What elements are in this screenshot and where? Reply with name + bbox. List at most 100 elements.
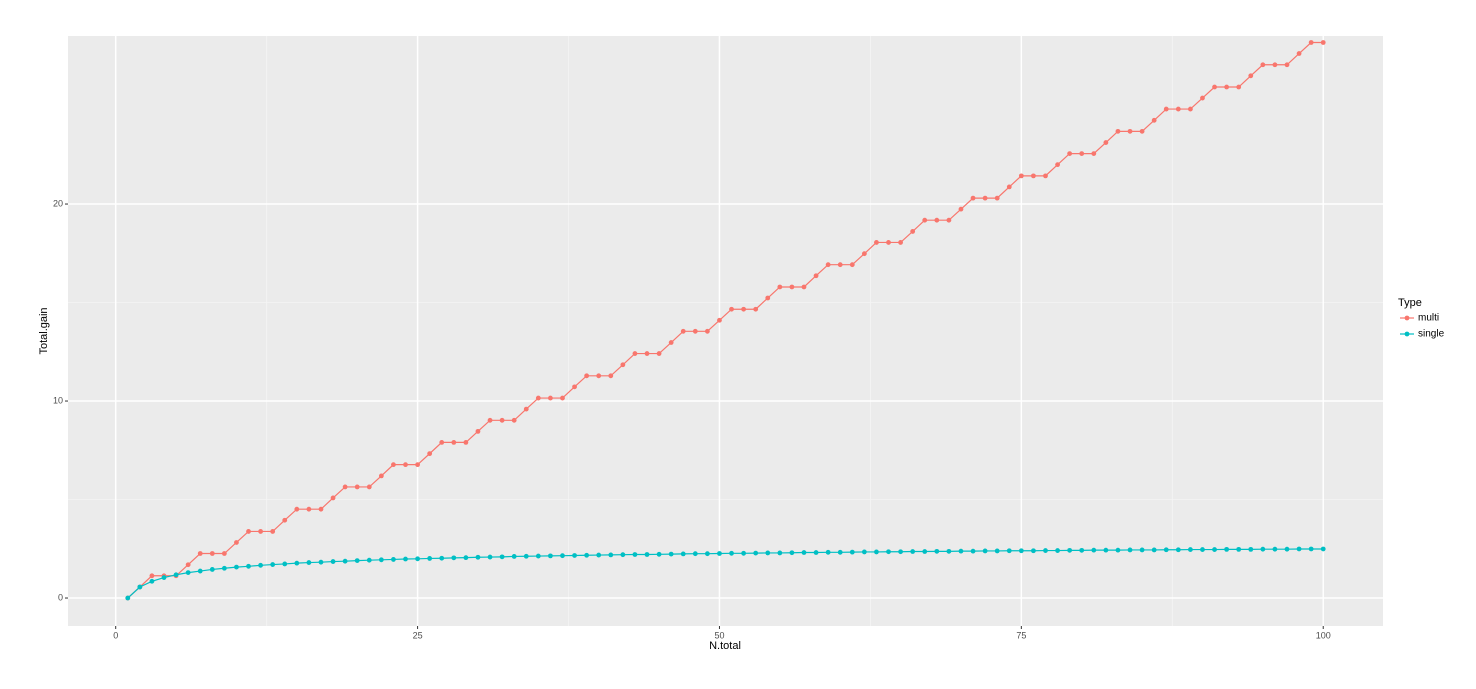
point [970, 548, 976, 554]
point [1175, 106, 1181, 112]
point [849, 262, 855, 268]
point [270, 529, 276, 534]
point [427, 556, 433, 561]
point [632, 552, 638, 557]
point [535, 553, 541, 559]
point [886, 240, 891, 245]
point [1127, 128, 1133, 134]
point [970, 195, 976, 201]
point [1187, 106, 1193, 112]
point [765, 295, 771, 301]
x-tick-label: 0 [113, 630, 118, 640]
point [608, 373, 614, 379]
point [1175, 547, 1181, 553]
point [1031, 173, 1036, 179]
point [861, 549, 867, 555]
point [1103, 140, 1109, 145]
point [982, 195, 988, 201]
point [1308, 40, 1314, 45]
point [958, 548, 964, 554]
point [548, 553, 553, 559]
point [644, 552, 650, 557]
point [584, 373, 590, 379]
point [209, 567, 215, 572]
point [511, 554, 517, 559]
x-tick-label: 100 [1316, 630, 1331, 640]
point [1200, 95, 1205, 101]
point [1043, 548, 1048, 553]
x-tick-label: 25 [413, 630, 423, 640]
point [535, 395, 541, 401]
point [1151, 547, 1157, 553]
point [1091, 547, 1097, 553]
point [1018, 548, 1024, 554]
point [415, 556, 420, 562]
x-tick-label: 75 [1016, 630, 1026, 640]
point [692, 551, 698, 557]
point [1115, 128, 1121, 134]
point [391, 557, 396, 562]
point [1236, 84, 1242, 90]
point [717, 551, 722, 556]
point [197, 568, 203, 574]
series-line [127, 41, 1324, 599]
point [1212, 84, 1217, 90]
point [560, 553, 565, 559]
point [946, 548, 952, 554]
point [161, 575, 167, 580]
legend-key-point [1404, 315, 1410, 321]
point [837, 549, 843, 555]
point [1006, 184, 1012, 190]
point [330, 495, 336, 501]
point [656, 351, 662, 356]
point [282, 517, 288, 523]
point [620, 362, 626, 368]
point [1260, 546, 1266, 552]
point [680, 328, 686, 334]
point [234, 564, 239, 570]
point [717, 317, 722, 323]
point [306, 506, 312, 512]
point [1296, 546, 1302, 552]
point [403, 556, 408, 562]
point [1236, 546, 1242, 552]
point [149, 573, 155, 579]
point [1163, 106, 1169, 112]
point [898, 240, 903, 245]
point [994, 548, 1000, 554]
point [439, 555, 445, 561]
legend-key-point [1404, 331, 1410, 337]
point [1043, 173, 1048, 179]
point [149, 578, 155, 584]
point [1067, 151, 1073, 157]
point [1031, 548, 1036, 554]
point [221, 565, 227, 571]
point [391, 462, 396, 468]
point [451, 555, 457, 561]
point [1260, 62, 1266, 68]
point [487, 417, 493, 423]
point [366, 484, 372, 490]
point [982, 548, 988, 554]
point [1248, 546, 1254, 552]
point [704, 328, 710, 334]
point [137, 584, 143, 590]
point [886, 549, 891, 555]
point [753, 550, 759, 556]
point [209, 551, 215, 556]
point [1320, 546, 1326, 552]
point [1103, 547, 1109, 553]
y-tick-label: 0 [58, 592, 63, 602]
point [668, 340, 674, 345]
point [946, 217, 952, 223]
point [511, 417, 517, 423]
point [258, 529, 264, 534]
point [487, 554, 493, 560]
legend-label: single [1418, 329, 1445, 340]
point [185, 570, 191, 576]
point [825, 549, 831, 555]
point [934, 548, 940, 554]
point [934, 217, 940, 223]
point [318, 559, 324, 565]
point [463, 440, 469, 445]
